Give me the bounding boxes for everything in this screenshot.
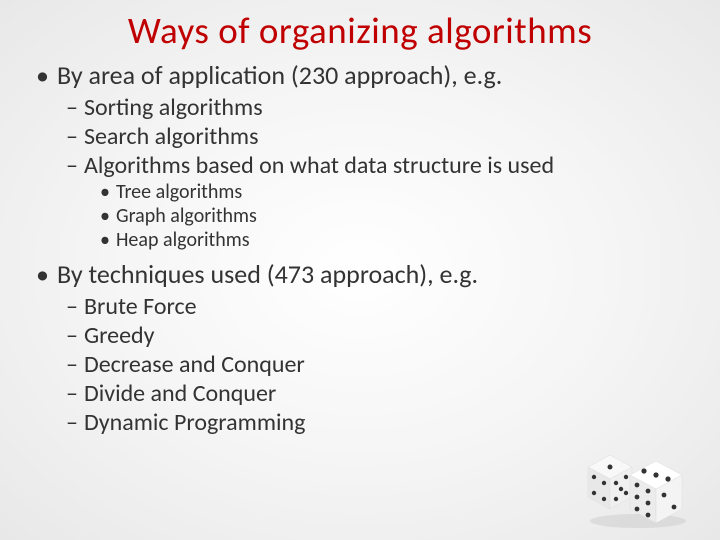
bullet-level2: –Greedy [66,321,690,350]
bullet-text: Sorting algorithms [84,93,263,122]
bullet-text: Heap algorithms [116,228,250,252]
bullet-marker: • [100,180,110,204]
bullet-text: Dynamic Programming [84,408,305,437]
bullet-text: Decrease and Conquer [84,350,305,379]
bullet-level1: •By techniques used (473 approach), e.g. [36,258,690,290]
dash-marker: – [66,151,78,180]
bullet-level2: –Divide and Conquer [66,379,690,408]
bullet-marker: • [100,204,110,228]
bullet-text: Search algorithms [84,122,259,151]
bullet-level1: •By area of application (230 approach), … [36,59,690,91]
bullet-text: Brute Force [84,292,197,321]
bullet-marker: • [36,258,49,290]
bullet-text: By area of application (230 approach), e… [57,59,502,91]
bullet-level2: –Sorting algorithms [66,93,690,122]
bullet-level3: •Graph algorithms [100,204,690,228]
bullet-marker: • [100,228,110,252]
bullet-text: Greedy [84,321,155,350]
dash-marker: – [66,350,78,379]
bullet-level2: –Search algorithms [66,122,690,151]
dash-marker: – [66,321,78,350]
bullet-marker: • [36,59,49,91]
bullet-text: By techniques used (473 approach), e.g. [57,258,478,290]
bullet-text: Algorithms based on what data structure … [84,151,554,180]
bullet-level2: –Brute Force [66,292,690,321]
dice-icon [578,433,698,528]
bullet-level2: –Decrease and Conquer [66,350,690,379]
bullet-level3: •Tree algorithms [100,180,690,204]
slide-title: Ways of organizing algorithms [30,8,690,53]
dash-marker: – [66,379,78,408]
dash-marker: – [66,122,78,151]
dash-marker: – [66,93,78,122]
dash-marker: – [66,292,78,321]
bullet-text: Tree algorithms [116,180,242,204]
bullet-level3: •Heap algorithms [100,228,690,252]
bullet-level2: –Algorithms based on what data structure… [66,151,690,180]
bullet-text: Divide and Conquer [84,379,276,408]
slide-container: Ways of organizing algorithms •By area o… [0,0,720,540]
bullet-text: Graph algorithms [116,204,257,228]
dash-marker: – [66,408,78,437]
